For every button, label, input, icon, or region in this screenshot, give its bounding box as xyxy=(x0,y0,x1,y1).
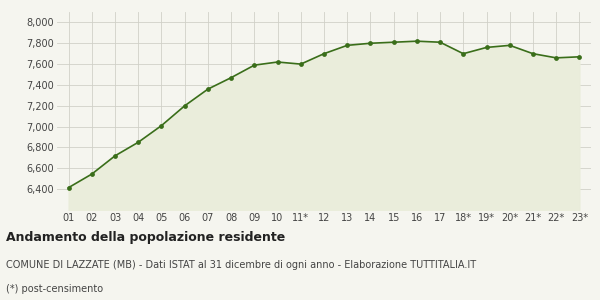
Text: (*) post-censimento: (*) post-censimento xyxy=(6,284,103,295)
Point xyxy=(180,103,190,108)
Point xyxy=(551,56,561,60)
Point xyxy=(64,185,73,190)
Text: Andamento della popolazione residente: Andamento della popolazione residente xyxy=(6,232,285,244)
Point xyxy=(528,51,538,56)
Point xyxy=(203,87,213,92)
Point xyxy=(435,40,445,45)
Point xyxy=(412,39,422,44)
Point xyxy=(226,75,236,80)
Point xyxy=(389,40,398,45)
Point xyxy=(157,123,166,128)
Point xyxy=(505,43,515,48)
Point xyxy=(133,140,143,145)
Point xyxy=(87,172,97,176)
Point xyxy=(296,62,305,67)
Point xyxy=(343,43,352,48)
Point xyxy=(273,60,283,64)
Point xyxy=(110,153,120,158)
Point xyxy=(365,41,375,46)
Point xyxy=(250,63,259,68)
Point xyxy=(482,45,491,50)
Point xyxy=(458,51,468,56)
Point xyxy=(575,54,584,59)
Text: COMUNE DI LAZZATE (MB) - Dati ISTAT al 31 dicembre di ogni anno - Elaborazione T: COMUNE DI LAZZATE (MB) - Dati ISTAT al 3… xyxy=(6,260,476,271)
Point xyxy=(319,51,329,56)
